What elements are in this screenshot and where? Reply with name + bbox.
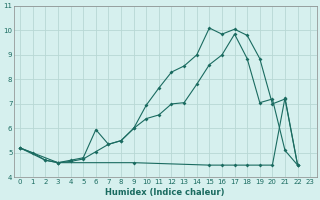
X-axis label: Humidex (Indice chaleur): Humidex (Indice chaleur) <box>106 188 225 197</box>
